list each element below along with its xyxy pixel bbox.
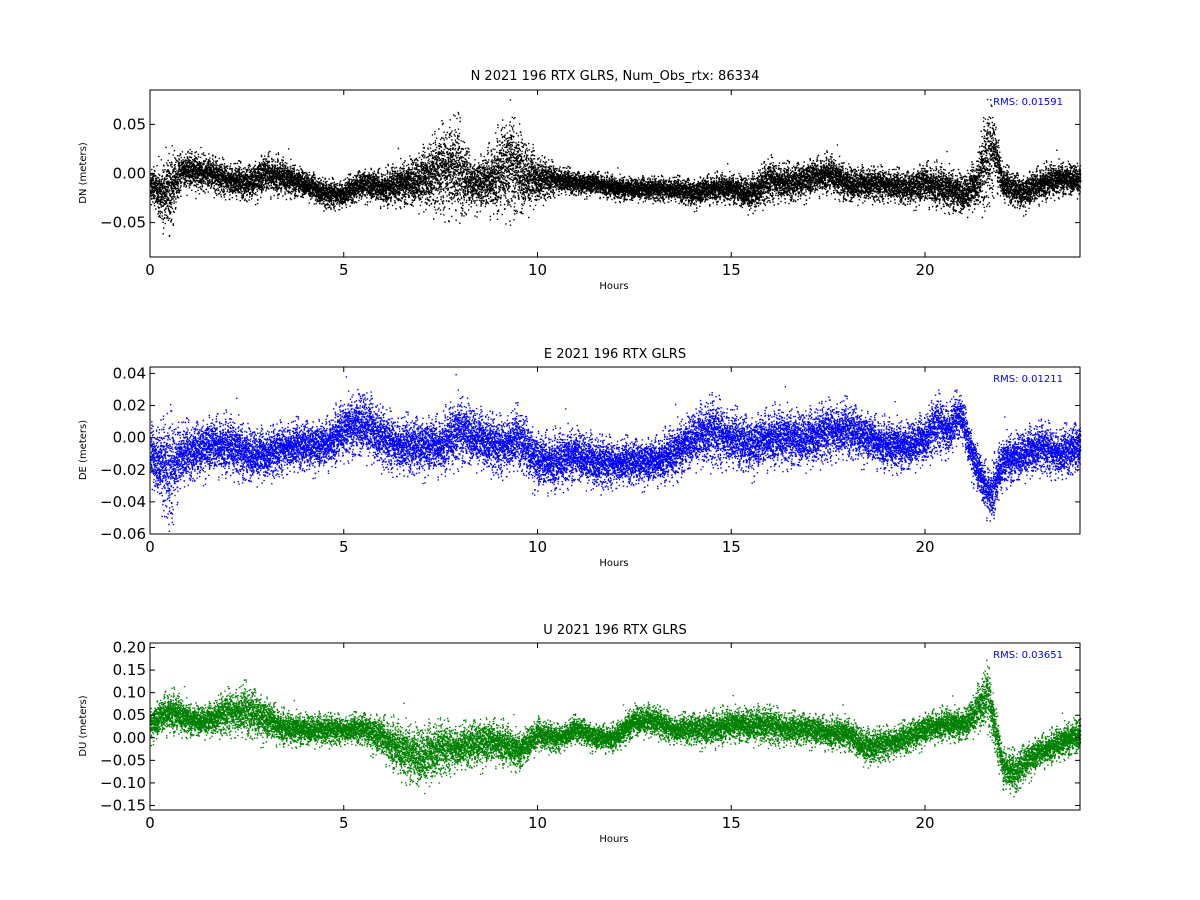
x-tick-label: 15: [722, 814, 741, 832]
x-tick-label: 20: [915, 261, 934, 279]
y-tick-label: 0.00: [113, 729, 146, 747]
y-axis: −0.05 0.00 0.05: [100, 115, 1080, 232]
rms-annotation: RMS: 0.03651: [993, 650, 1063, 661]
y-tick-label: −0.02: [100, 461, 146, 479]
x-axis: 0 5 10 15 20: [145, 90, 935, 279]
y-tick-label: 0.10: [113, 684, 146, 702]
rms-annotation: RMS: 0.01591: [993, 97, 1063, 108]
x-tick-label: 5: [339, 538, 349, 556]
x-tick-label: 15: [722, 538, 741, 556]
x-tick-label: 20: [915, 814, 934, 832]
y-axis: −0.06 −0.04 −0.02 0.00 0.02 0.04: [100, 364, 1080, 543]
rms-annotation: RMS: 0.01211: [993, 374, 1063, 385]
panel-east: E 2021 196 RTX GLRS 0 5 10 15 20 −0.06−0.04−…: [78, 347, 1082, 569]
y-tick-label: −0.10: [100, 774, 146, 792]
scatter-marks: [150, 374, 1082, 532]
x-axis-label: Hours: [599, 834, 628, 845]
x-axis: 0 5 10 15 20: [145, 367, 935, 556]
y-axis-label: DN (meters): [78, 142, 89, 204]
y-tick-label: −0.15: [100, 796, 146, 814]
plot-area: [149, 642, 1081, 811]
y-tick-label: 0.15: [113, 661, 146, 679]
y-tick-label: 0.02: [113, 397, 146, 415]
x-tick-label: 5: [339, 814, 349, 832]
y-tick-label: 0.00: [113, 165, 146, 183]
y-tick-label: −0.06: [100, 525, 146, 543]
y-tick-label: −0.05: [100, 751, 146, 769]
panel-up: U 2021 196 RTX GLRS 0 5 10 15 20 −0.15−0.10−…: [78, 623, 1082, 845]
y-axis: −0.15 −0.10 −0.05 0.00 0.05 0.10 0.15 0.20: [100, 639, 1080, 814]
scatter-points: [150, 374, 1082, 532]
x-tick-label: 15: [722, 261, 741, 279]
plot-area: [149, 366, 1081, 535]
y-tick-label: 0.20: [113, 639, 146, 657]
y-tick-label: 0.05: [113, 115, 146, 133]
chart-title: U 2021 196 RTX GLRS: [543, 623, 686, 638]
scatter-marks: [150, 659, 1082, 798]
x-tick-label: 10: [528, 538, 547, 556]
x-tick-label: 0: [145, 814, 155, 832]
panel-north: N 2021 196 RTX GLRS, Num_Obs_rtx: 86334 …: [78, 69, 1082, 292]
x-tick-label: 20: [915, 538, 934, 556]
chart-title: N 2021 196 RTX GLRS, Num_Obs_rtx: 86334: [471, 69, 760, 84]
y-tick-label: 0.00: [113, 429, 146, 447]
x-axis-label: Hours: [599, 281, 628, 292]
y-tick-label: −0.04: [100, 493, 146, 511]
x-axis-label: Hours: [599, 558, 628, 569]
y-tick-label: −0.05: [100, 214, 146, 232]
x-tick-label: 10: [528, 814, 547, 832]
y-axis-label: DE (meters): [78, 420, 89, 480]
y-tick-label: 0.05: [113, 706, 146, 724]
x-axis: 0 5 10 15 20: [145, 643, 935, 832]
x-tick-label: 5: [339, 261, 349, 279]
y-tick-label: 0.04: [113, 364, 146, 382]
x-tick-label: 0: [145, 261, 155, 279]
scatter-points: [150, 659, 1082, 798]
x-tick-label: 10: [528, 261, 547, 279]
x-tick-label: 0: [145, 538, 155, 556]
chart-title: E 2021 196 RTX GLRS: [544, 347, 686, 362]
y-axis-label: DU (meters): [78, 695, 89, 756]
